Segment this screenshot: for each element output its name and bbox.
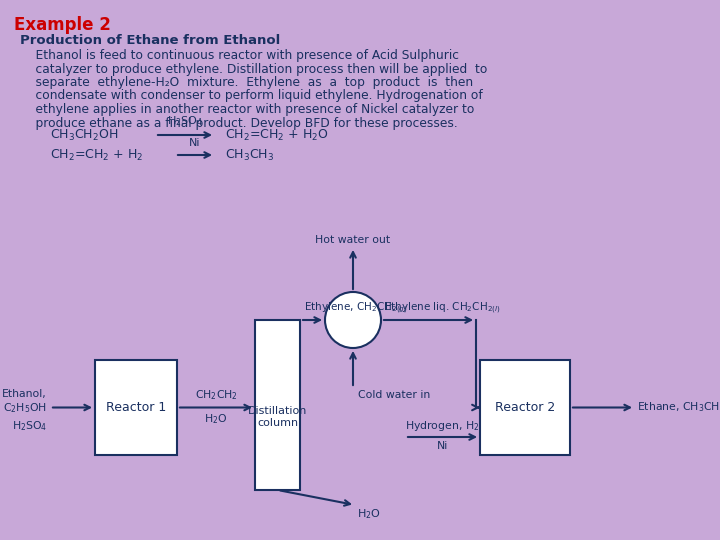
Text: Ethylene, CH$_2$CH$_{2(g)}$: Ethylene, CH$_2$CH$_{2(g)}$ [304,301,408,316]
Text: separate  ethylene-H₂O  mixture.  Ethylene  as  a  top  product  is  then: separate ethylene-H₂O mixture. Ethylene … [20,76,473,89]
Text: Production of Ethane from Ethanol: Production of Ethane from Ethanol [20,34,280,47]
Text: Example 2: Example 2 [14,16,111,34]
Text: catalyzer to produce ethylene. Distillation process then will be applied  to: catalyzer to produce ethylene. Distillat… [20,63,487,76]
Bar [480,360,570,455]
Text: produce ethane as a final product. Develop BFD for these processes.: produce ethane as a final product. Devel… [20,117,458,130]
Text: H$_2$SO$_4$: H$_2$SO$_4$ [12,420,47,433]
Text: H$_2$O: H$_2$O [204,413,228,426]
Text: CH$_2$=CH$_2$ + H$_2$O: CH$_2$=CH$_2$ + H$_2$O [225,127,329,143]
Text: H$_2$O: H$_2$O [357,507,381,521]
Text: Reactor 1: Reactor 1 [106,401,166,414]
Text: H$_2$SO$_4$: H$_2$SO$_4$ [167,114,203,128]
Text: CH$_3$CH$_3$: CH$_3$CH$_3$ [225,147,274,163]
Text: Ethane, CH$_3$CH$_3$: Ethane, CH$_3$CH$_3$ [637,401,720,414]
Text: Reactor 2: Reactor 2 [495,401,555,414]
Text: CH$_2$=CH$_2$ + H$_2$: CH$_2$=CH$_2$ + H$_2$ [50,147,143,163]
Text: Ethylene liq. CH$_2$CH$_{2(l)}$: Ethylene liq. CH$_2$CH$_{2(l)}$ [384,301,500,316]
Text: Ethanol,: Ethanol, [2,389,47,400]
Text: condensate with condenser to perform liquid ethylene. Hydrogenation of: condensate with condenser to perform liq… [20,90,482,103]
Text: C$_2$H$_5$OH: C$_2$H$_5$OH [3,402,47,415]
Text: Distillation
column: Distillation column [248,406,307,428]
Text: Hydrogen, H$_2$: Hydrogen, H$_2$ [405,419,480,433]
Ellipse shape [325,292,381,348]
Bar [255,320,300,490]
Text: CH$_3$CH$_2$OH: CH$_3$CH$_2$OH [50,127,118,143]
Bar [95,360,177,455]
Text: Ethanol is feed to continuous reactor with presence of Acid Sulphuric: Ethanol is feed to continuous reactor wi… [20,49,459,62]
Text: Ni: Ni [189,138,201,148]
Text: Ni: Ni [437,441,448,451]
Text: CH$_2$CH$_2$: CH$_2$CH$_2$ [194,389,238,402]
Text: Hot water out: Hot water out [315,235,390,245]
Text: Cold water in: Cold water in [358,390,431,400]
Text: ethylene applies in another reactor with presence of Nickel catalyzer to: ethylene applies in another reactor with… [20,103,474,116]
